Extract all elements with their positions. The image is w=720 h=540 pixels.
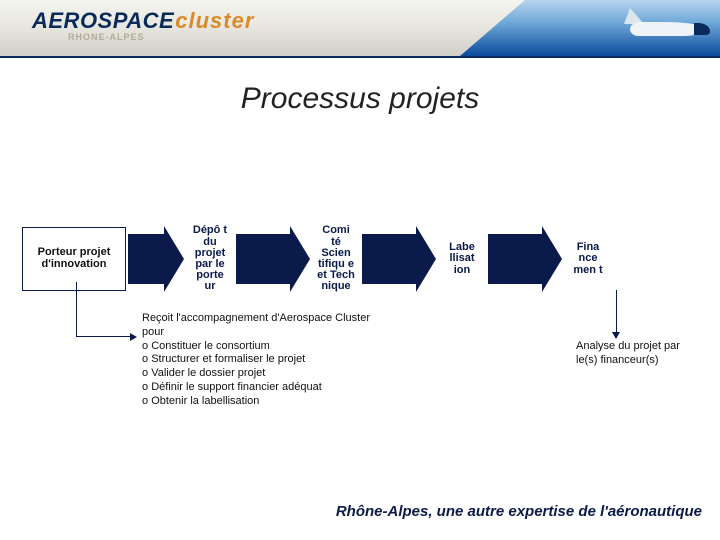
- arrow-head-icon: [416, 226, 436, 292]
- arrow-3: [362, 234, 416, 284]
- connector-arrowhead-down-icon: [612, 332, 620, 339]
- step-finance: Fina nce men t: [568, 242, 608, 276]
- step-depot: Dépô t du projet par le porte ur: [190, 225, 230, 292]
- callout-left: Reçoit l'accompagnement d'Aerospace Clus…: [142, 312, 372, 408]
- callout-item: Obtenir la labellisation: [156, 395, 372, 409]
- callout-item: Valider le dossier projet: [156, 367, 372, 381]
- airplane-icon: [624, 8, 712, 50]
- callout-left-list: Constituer le consortium Structurer et f…: [142, 340, 372, 409]
- header-banner: AEROSPACEcluster RHONE-ALPES: [0, 0, 720, 58]
- logo-subtitle: RHONE-ALPES: [68, 32, 254, 42]
- arrow-head-icon: [290, 226, 310, 292]
- footer-tagline: Rhône-Alpes, une autre expertise de l'aé…: [336, 503, 702, 520]
- arrow-head-icon: [542, 226, 562, 292]
- callout-item: Structurer et formaliser le projet: [156, 353, 372, 367]
- logo: AEROSPACEcluster RHONE-ALPES: [32, 8, 254, 42]
- connector-left: [76, 282, 132, 337]
- connector-arrowhead-icon: [130, 333, 137, 341]
- callout-item: Constituer le consortium: [156, 340, 372, 354]
- connector-right: [616, 290, 617, 334]
- callout-item: Définir le support financier adéquat: [156, 381, 372, 395]
- logo-word1: AEROSPACE: [32, 8, 174, 33]
- arrow-4: [488, 234, 542, 284]
- callout-right: Analyse du projet par le(s) financeur(s): [576, 340, 696, 368]
- logo-word2: cluster: [175, 8, 254, 33]
- step-comite: Comi té Scien tifiqu e et Tech nique: [316, 225, 356, 292]
- page-title: Processus projets: [0, 82, 720, 116]
- arrow-head-icon: [164, 226, 184, 292]
- callout-left-lead: Reçoit l'accompagnement d'Aerospace Clus…: [142, 312, 372, 340]
- step-label: Labe llisat ion: [442, 242, 482, 276]
- arrow-1: [128, 234, 164, 284]
- arrow-2: [236, 234, 290, 284]
